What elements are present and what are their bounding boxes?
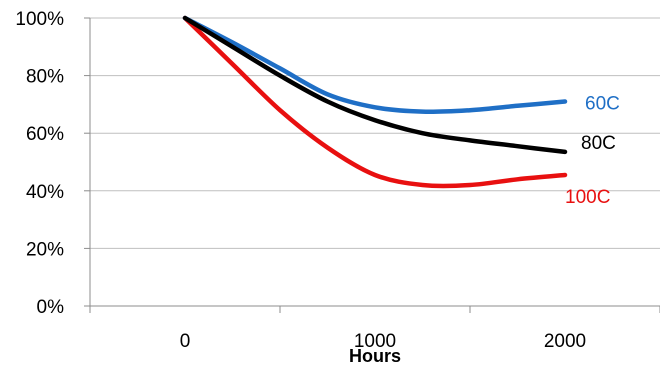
series-label-60c: 60C [585,94,620,115]
y-tick-label: 40% [26,182,64,203]
x-axis-title: Hours [349,346,401,366]
series-line-100c [182,15,568,189]
axes [84,17,660,313]
y-tick-label: 60% [26,124,64,145]
series-line-60c [182,15,568,114]
x-tick-labels: 0 1000 2000 [180,331,586,352]
x-tick-label: 2000 [544,331,586,352]
y-tick-label: 0% [37,297,65,318]
x-tick-label: 0 [180,331,191,352]
series-label-80c: 80C [581,133,616,154]
y-tick-label: 100% [15,9,64,30]
series-line-80c [182,15,568,155]
series-lines [182,15,568,189]
gridlines [90,17,660,307]
x-tick-label: 1000 [354,331,396,352]
y-tick-label: 20% [26,239,64,260]
y-tick-label: 80% [26,67,64,88]
series-label-100c: 100C [565,187,610,208]
series-labels: 60C 80C 100C [565,94,620,208]
y-tick-labels: 0% 20% 40% 60% 80% 100% [15,9,64,318]
